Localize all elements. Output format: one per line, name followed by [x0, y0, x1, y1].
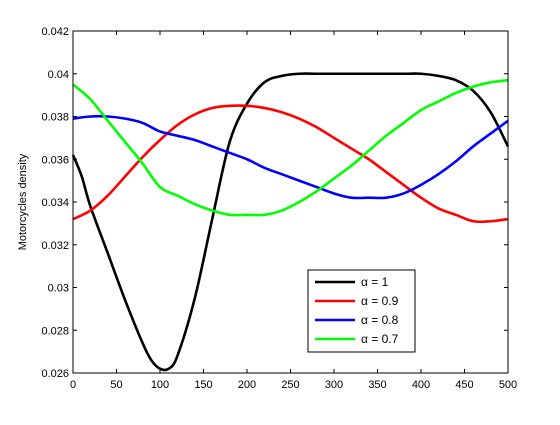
legend-items: α = 1 α = 0.9 α = 0.8 α = 0.7: [315, 275, 399, 346]
y-tick-label: 0.036: [41, 154, 69, 166]
x-tick-label: 300: [325, 379, 343, 391]
x-tick-label: 50: [110, 379, 122, 391]
x-tick-label: 200: [238, 379, 256, 391]
series-line-1: [72, 104, 509, 224]
y-tick-label: 0.026: [41, 368, 69, 380]
series-layer: [71, 72, 510, 372]
series-line-3: [72, 78, 509, 217]
x-tick-label: 250: [281, 379, 299, 391]
y-axis-label: Motorcycles density: [17, 153, 29, 250]
x-tick-label: 450: [455, 379, 473, 391]
y-tick-label: 0.042: [41, 26, 69, 38]
x-axis: 0 50 100 150 200 250 300 350 400 450 500: [70, 31, 517, 391]
y-axis: 0.026 0.028 0.03 0.032 0.034 0.036 0.038 0.04 0.…: [41, 26, 508, 380]
plot-area: [73, 31, 508, 373]
x-tick-label: 100: [151, 379, 169, 391]
y-tick-label: 0.028: [41, 325, 69, 337]
y-tick-label: 0.032: [41, 240, 69, 252]
legend-label-2: α = 0.8: [361, 313, 399, 327]
legend-label-0: α = 1: [361, 275, 389, 289]
legend-label-3: α = 0.7: [361, 332, 399, 346]
legend: α = 1 α = 0.9 α = 0.8 α = 0.7: [307, 269, 416, 353]
legend-label-1: α = 0.9: [361, 294, 399, 308]
series-line-2: [72, 114, 509, 200]
x-tick-label: 400: [412, 379, 430, 391]
y-tick-label: 0.03: [48, 283, 69, 295]
y-tick-label: 0.034: [41, 197, 69, 209]
x-tick-label: 500: [499, 379, 517, 391]
x-tick-label: 150: [194, 379, 212, 391]
y-tick-label: 0.04: [48, 69, 69, 81]
x-tick-label: 350: [368, 379, 386, 391]
y-tick-label: 0.038: [41, 112, 69, 124]
x-tick-label: 0: [70, 379, 76, 391]
